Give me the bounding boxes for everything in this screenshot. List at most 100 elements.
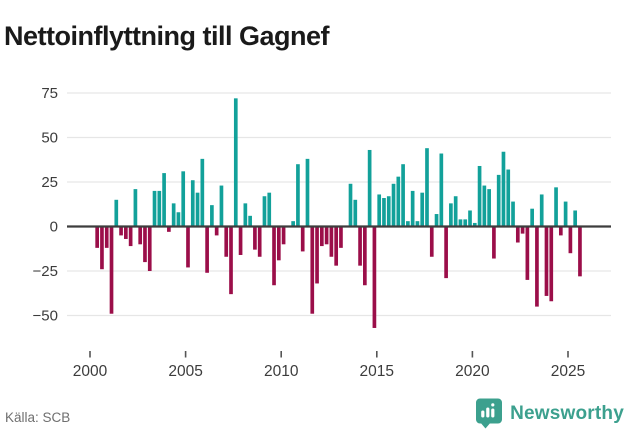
source-label: Källa: SCB <box>5 410 71 425</box>
bar-q10 <box>138 226 143 245</box>
chart-area: 75 50 25 0 −25 −50 2000 2005 2010 2015 2020 2025 <box>0 70 631 385</box>
bar-q83 <box>487 189 491 227</box>
bar-q52 <box>339 226 343 248</box>
bar-q21 <box>190 180 195 227</box>
bar-q16 <box>167 226 171 232</box>
bar-q38 <box>272 226 276 286</box>
x-axis-label-2020: 2020 <box>455 363 490 380</box>
x-axis-label-2025: 2025 <box>551 363 585 380</box>
bar-q45 <box>305 158 310 227</box>
bar-q99 <box>563 201 568 227</box>
y-axis-label-75: 75 <box>41 85 58 102</box>
bar-q23 <box>200 158 205 227</box>
bar-q98 <box>558 226 563 236</box>
newsworthy-icon <box>476 398 503 429</box>
bar-q17 <box>171 203 176 227</box>
bar-q14 <box>157 190 162 227</box>
bar-q88 <box>511 201 515 227</box>
bar-q95 <box>544 226 549 296</box>
bar-q5 <box>114 199 119 227</box>
bar-q6 <box>119 226 123 236</box>
bar-q49 <box>324 226 329 245</box>
bar-q1 <box>95 226 100 248</box>
bar-q50 <box>329 226 334 257</box>
bar-q42 <box>291 221 295 227</box>
bar-q78 <box>463 219 468 227</box>
bar-q19 <box>181 171 186 227</box>
bar-q74 <box>444 226 448 279</box>
bar-q9 <box>133 189 138 227</box>
bar-q77 <box>458 219 463 227</box>
bar-q8 <box>128 226 133 247</box>
bar-q56 <box>358 226 362 266</box>
bar-q3 <box>104 226 109 248</box>
bar-q62 <box>386 196 391 227</box>
bar-q73 <box>439 153 444 227</box>
bar-q15 <box>162 173 166 227</box>
y-axis-label--50: −50 <box>33 308 58 325</box>
bar-q63 <box>391 183 396 227</box>
bar-q59 <box>372 226 377 328</box>
bar-q79 <box>468 210 472 227</box>
bar-q36 <box>262 196 267 227</box>
bar-q31 <box>238 226 243 255</box>
bar-q86 <box>501 151 506 227</box>
bar-q32 <box>243 203 248 227</box>
bar-q69 <box>420 192 425 227</box>
bar-q28 <box>224 226 229 257</box>
bar-q55 <box>353 199 358 227</box>
bar-q30 <box>233 98 238 227</box>
bar-q46 <box>310 226 315 314</box>
chart-title: Nettoinflyttning till Gagnef <box>4 21 329 52</box>
bar-q20 <box>186 226 190 268</box>
x-axis-label-2010: 2010 <box>264 363 299 380</box>
bar-q66 <box>406 221 410 227</box>
bar-q2 <box>100 226 104 270</box>
bar-q70 <box>425 148 429 227</box>
x-axis-label-2000: 2000 <box>73 363 108 380</box>
x-axis-label-2005: 2005 <box>168 363 202 380</box>
bar-q7 <box>124 226 128 239</box>
bar-q27 <box>219 185 224 227</box>
newsworthy-wordmark: Newsworthy <box>510 402 624 424</box>
bar-q100 <box>568 226 573 254</box>
bar-q85 <box>496 174 501 227</box>
net-migration-bar-chart: 75 50 25 0 −25 −50 2000 2005 2010 2015 2020 2025 <box>33 85 611 380</box>
bar-q47 <box>315 226 319 284</box>
chart-footer: Källa: SCB Newsworthy <box>0 395 631 431</box>
bar-q91 <box>525 226 530 280</box>
bar-q93 <box>535 226 539 307</box>
bar-q44 <box>300 226 305 252</box>
bar-q81 <box>477 165 482 227</box>
bar-q48 <box>319 226 324 247</box>
bar-q26 <box>214 226 219 236</box>
bar-q65 <box>401 164 405 227</box>
bar-q40 <box>281 226 286 245</box>
bar-q22 <box>195 192 200 227</box>
bar-q58 <box>367 149 372 227</box>
bar-q102 <box>578 226 582 277</box>
bar-q89 <box>515 226 520 243</box>
bar-q33 <box>248 215 252 227</box>
bar-q68 <box>415 221 420 227</box>
bar-q37 <box>267 192 272 227</box>
bar-q67 <box>410 190 415 227</box>
bar-q54 <box>348 183 353 227</box>
bar-q25 <box>210 205 214 227</box>
bar-q60 <box>377 194 382 227</box>
bar-q57 <box>363 226 367 286</box>
bar-q64 <box>396 176 401 227</box>
x-axis-label-2015: 2015 <box>360 363 394 380</box>
bar-q84 <box>492 226 496 259</box>
bar-q76 <box>453 196 458 227</box>
bar-q87 <box>506 169 511 227</box>
y-axis-label-50: 50 <box>41 130 58 147</box>
bar-q92 <box>530 208 534 227</box>
newsworthy-logo[interactable]: Newsworthy <box>475 398 624 429</box>
bar-q12 <box>147 226 152 271</box>
bar-q51 <box>334 226 339 266</box>
bar-q101 <box>573 210 578 227</box>
bar-q94 <box>539 194 544 227</box>
bar-q71 <box>429 226 434 257</box>
